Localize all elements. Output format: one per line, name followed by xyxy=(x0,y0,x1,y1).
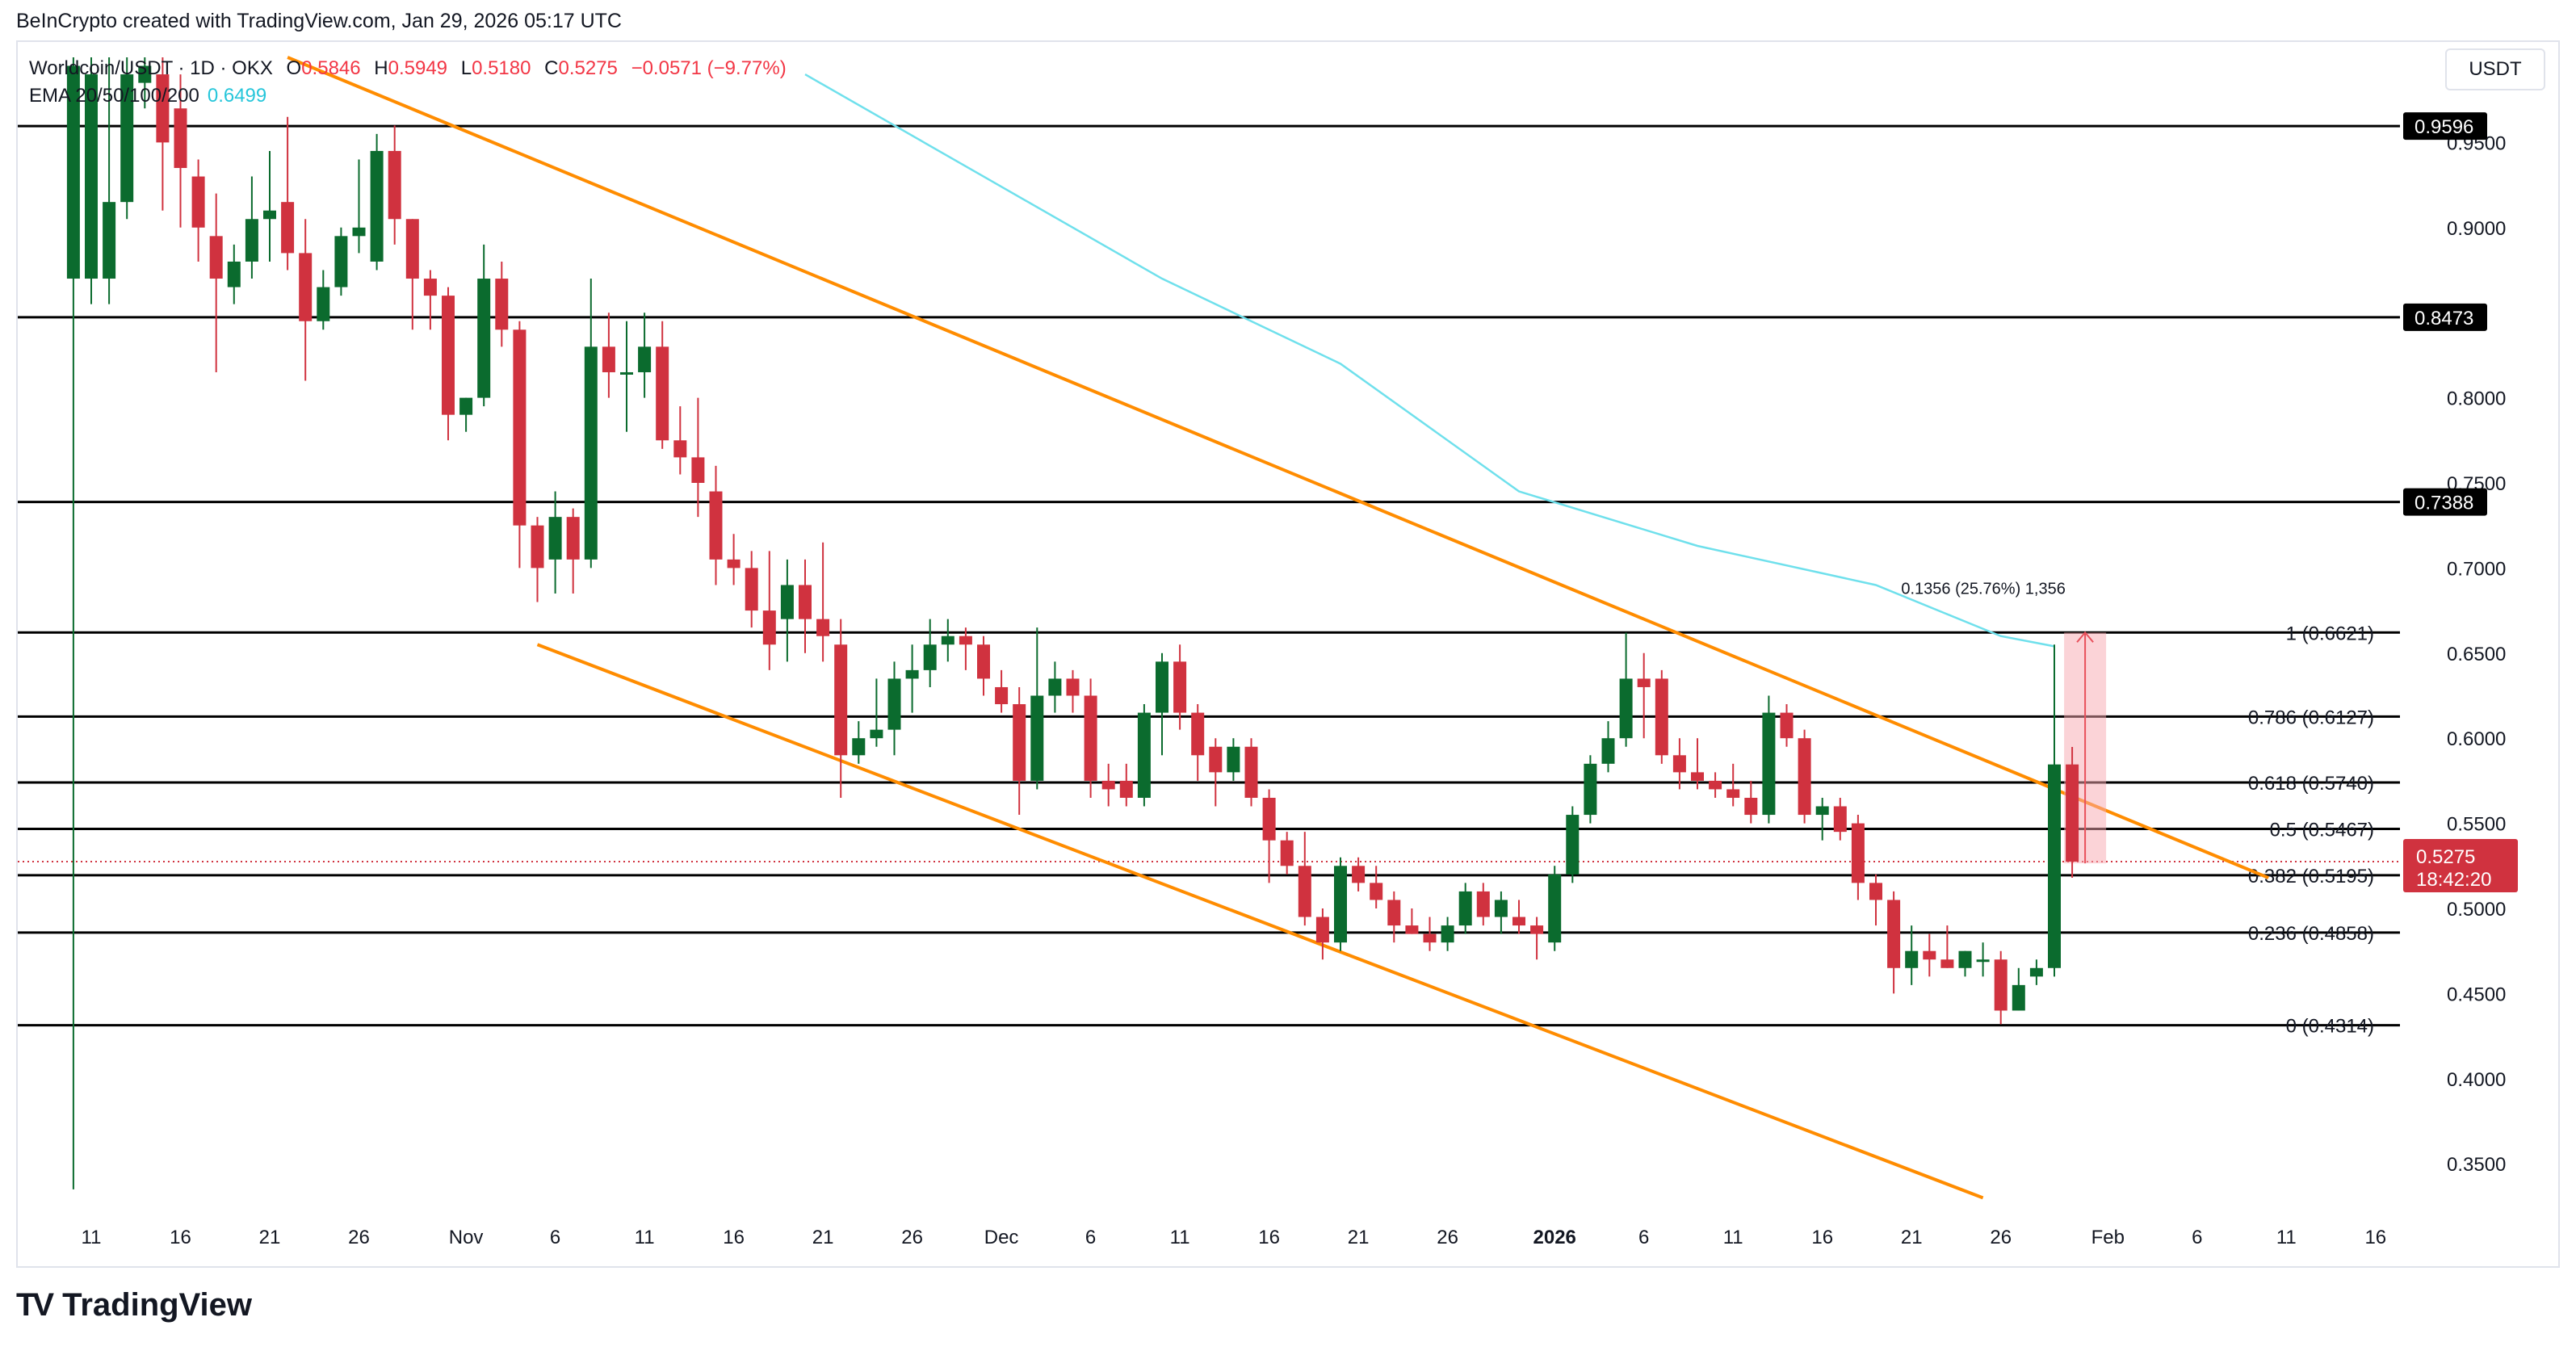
ema-label[interactable]: EMA 20/50/100/200 xyxy=(29,85,199,107)
close-value: 0.5275 xyxy=(558,57,618,79)
tradingview-brand: TradingView xyxy=(62,1287,253,1323)
ema-value: 0.6499 xyxy=(207,85,267,107)
chart-legend: Worldcoin/USDT · 1D · OKX O0.5846 H0.594… xyxy=(29,55,787,110)
low-label: L xyxy=(460,57,472,79)
low-value: 0.5180 xyxy=(472,57,531,79)
high-label: H xyxy=(374,57,388,79)
tradingview-logo-icon: TV xyxy=(16,1287,54,1323)
high-value: 0.5949 xyxy=(388,57,448,79)
close-label: C xyxy=(544,57,559,79)
tradingview-footer: TV TradingView xyxy=(16,1287,252,1324)
symbol-title[interactable]: Worldcoin/USDT · 1D · OKX xyxy=(29,57,273,79)
attribution-text: BeInCrypto created with TradingView.com,… xyxy=(16,10,622,32)
currency-button[interactable]: USDT xyxy=(2445,48,2545,90)
open-value: 0.5846 xyxy=(301,57,361,79)
chart-frame[interactable] xyxy=(16,40,2560,1268)
open-label: O xyxy=(286,57,302,79)
change-value: −0.0571 (−9.77%) xyxy=(631,57,787,79)
